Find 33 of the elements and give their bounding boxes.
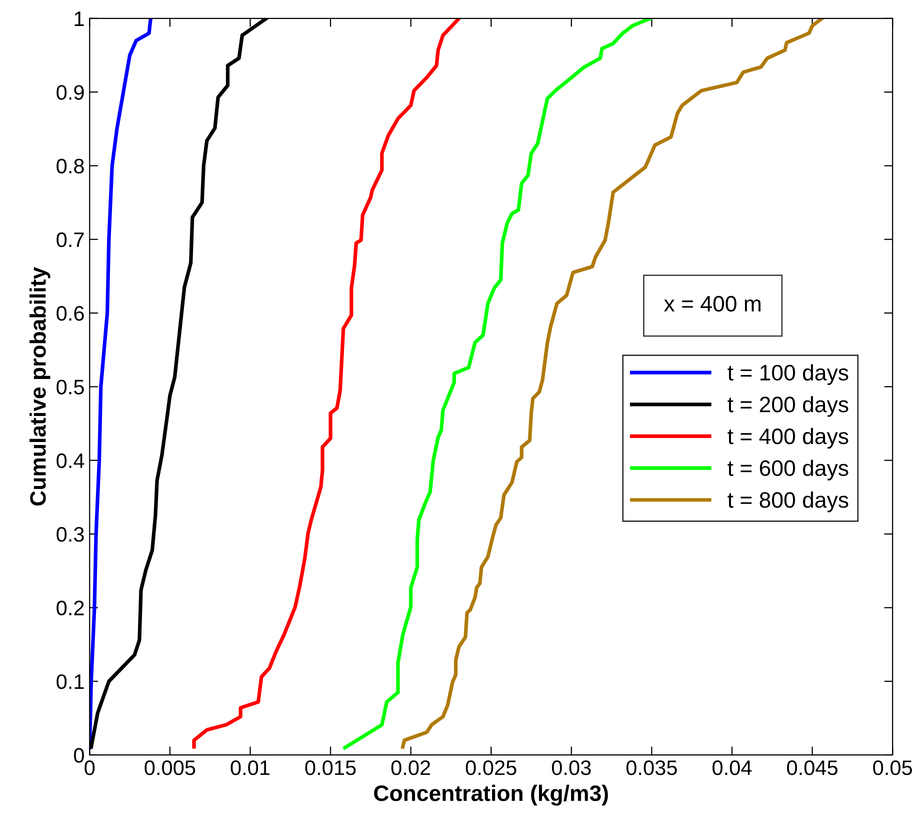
x-tick-label: 0.025 bbox=[466, 760, 516, 776]
x-axis-title: Concentration (kg/m3) bbox=[374, 784, 608, 806]
x-tick-label: 0.035 bbox=[626, 760, 677, 776]
legend-label: t = 800 days bbox=[728, 492, 848, 512]
line-series bbox=[192, 18, 461, 749]
y-tick-label: 1 bbox=[74, 12, 84, 26]
y-tick-label: 0 bbox=[74, 748, 84, 763]
y-tick-label: 0.6 bbox=[56, 306, 84, 321]
x-tick-label: 0.04 bbox=[712, 760, 752, 776]
y-tick-label: 0.7 bbox=[56, 232, 84, 248]
y-tick-label: 0.3 bbox=[56, 527, 84, 542]
x-tick-label: 0.015 bbox=[305, 760, 356, 776]
legend-label: t = 200 days bbox=[728, 396, 848, 417]
y-tick-label: 0.8 bbox=[56, 158, 84, 174]
y-tick-label: 0.9 bbox=[56, 85, 84, 100]
legend-label: t = 100 days bbox=[728, 364, 848, 385]
y-axis-title: Cumulative probability bbox=[30, 267, 50, 506]
x-tick-label: 0.02 bbox=[391, 760, 430, 776]
x-tick-label: 0.005 bbox=[144, 760, 196, 776]
x-tick-label: 0.01 bbox=[230, 760, 270, 776]
x-tick-label: 0.05 bbox=[873, 760, 912, 776]
line-series bbox=[90, 18, 152, 750]
y-tick-label: 0.2 bbox=[56, 600, 84, 616]
legend-label: t = 600 days bbox=[728, 460, 848, 480]
y-tick-label: 0.4 bbox=[56, 453, 84, 468]
x-tick-label: 0.03 bbox=[552, 760, 591, 776]
x-tick-label: 0 bbox=[84, 760, 95, 776]
line-series bbox=[343, 18, 652, 750]
annotation: x = 400 m bbox=[664, 296, 760, 312]
y-tick-label: 0.5 bbox=[56, 380, 84, 394]
y-tick-label: 0.1 bbox=[56, 674, 84, 690]
x-tick-label: 0.045 bbox=[787, 760, 838, 776]
legend-label: t = 400 days bbox=[728, 428, 848, 449]
